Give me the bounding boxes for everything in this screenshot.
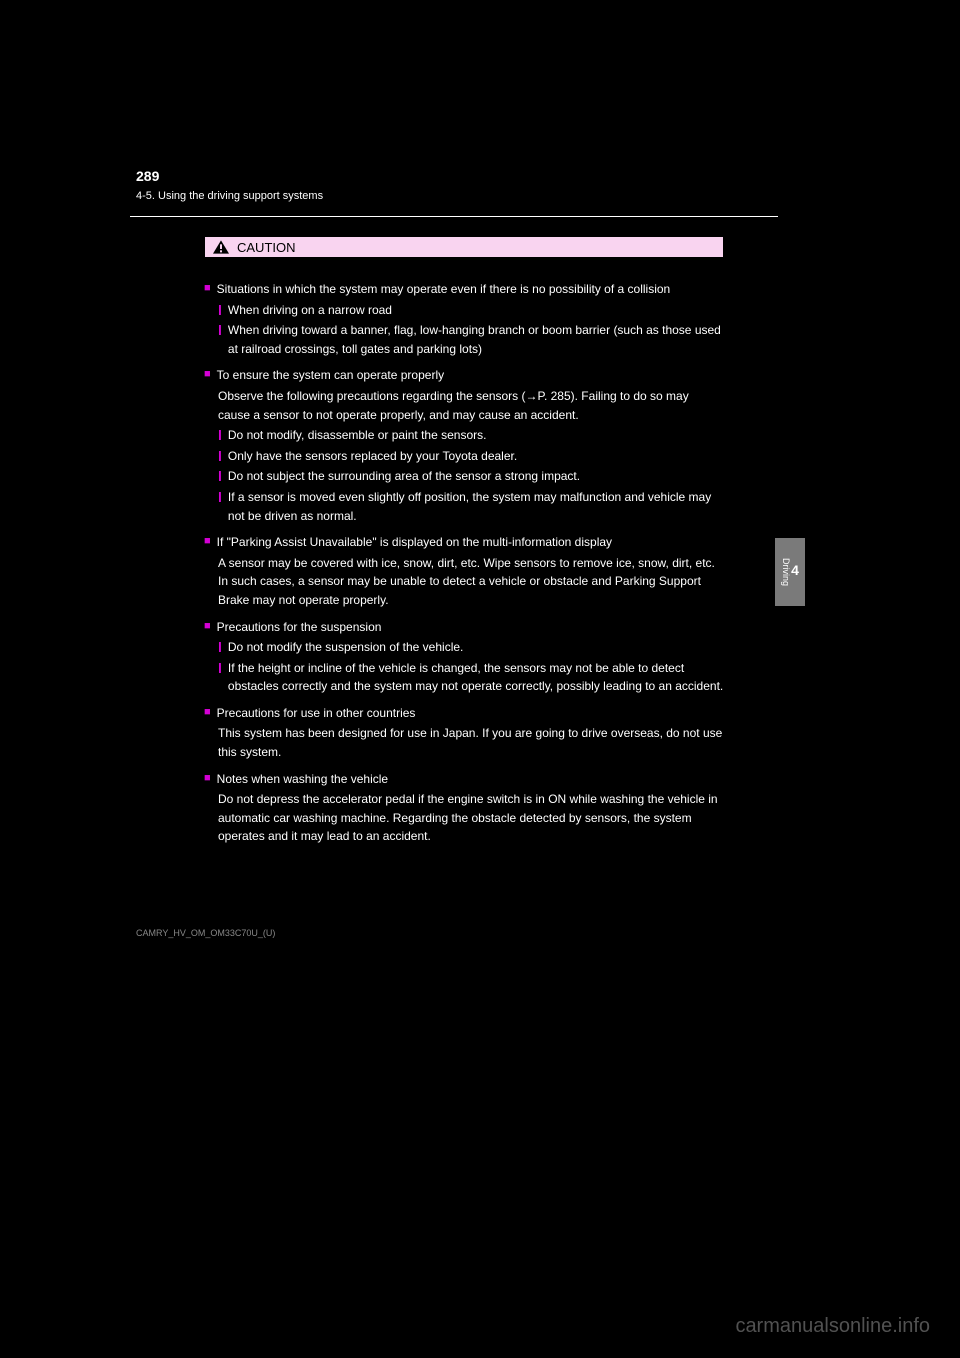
section-body: Do not depress the accelerator pedal if … [218, 790, 724, 846]
list-item: l When driving on a narrow road [218, 301, 724, 320]
dot-bullet-icon: l [218, 447, 222, 465]
list-item: l Do not modify the suspension of the ve… [218, 638, 724, 657]
list-item: l Do not subject the surrounding area of… [218, 467, 724, 486]
watermark: carmanualsonline.info [735, 1315, 930, 1338]
caution-label: CAUTION [237, 240, 296, 255]
page-number: 289 [136, 168, 159, 184]
section-heading: ■ If "Parking Assist Unavailable" is dis… [204, 533, 724, 552]
dot-bullet-icon: l [218, 659, 222, 677]
item-text: Only have the sensors replaced by your T… [228, 447, 517, 466]
item-text: When driving toward a banner, flag, low-… [228, 321, 724, 358]
chapter-label: Driving [781, 558, 791, 586]
section-title-text: To ensure the system can operate properl… [217, 366, 444, 385]
content-area: ■ Situations in which the system may ope… [204, 272, 724, 846]
square-bullet-icon: ■ [204, 280, 211, 298]
section-heading: ■ Situations in which the system may ope… [204, 280, 724, 299]
section-heading: ■ Notes when washing the vehicle [204, 770, 724, 789]
dot-bullet-icon: l [218, 467, 222, 485]
square-bullet-icon: ■ [204, 618, 211, 636]
section-heading: ■ To ensure the system can operate prope… [204, 366, 724, 385]
item-text: Do not modify, disassemble or paint the … [228, 426, 487, 445]
item-text: If the height or incline of the vehicle … [228, 659, 724, 696]
section-title-text: Precautions for use in other countries [217, 704, 416, 723]
list-item: l When driving toward a banner, flag, lo… [218, 321, 724, 358]
square-bullet-icon: ■ [204, 366, 211, 384]
dot-bullet-icon: l [218, 301, 222, 319]
section-title-text: Notes when washing the vehicle [217, 770, 388, 789]
square-bullet-icon: ■ [204, 770, 211, 788]
list-item: l If a sensor is moved even slightly off… [218, 488, 724, 525]
section-title-text: If "Parking Assist Unavailable" is displ… [217, 533, 612, 552]
square-bullet-icon: ■ [204, 704, 211, 722]
list-item: l If the height or incline of the vehicl… [218, 659, 724, 696]
chapter-tab: 4 Driving [775, 538, 805, 606]
list-item: l Only have the sensors replaced by your… [218, 447, 724, 466]
list-item: l Do not modify, disassemble or paint th… [218, 426, 724, 445]
item-text: If a sensor is moved even slightly off p… [228, 488, 724, 525]
item-text: Do not modify the suspension of the vehi… [228, 638, 463, 657]
caution-banner: CAUTION [204, 236, 724, 258]
square-bullet-icon: ■ [204, 533, 211, 551]
dot-bullet-icon: l [218, 488, 222, 506]
item-text: When driving on a narrow road [228, 301, 392, 320]
section-body: A sensor may be covered with ice, snow, … [218, 554, 724, 610]
warning-icon [213, 240, 229, 254]
section-heading: ■ Precautions for the suspension [204, 618, 724, 637]
section-heading: ■ Precautions for use in other countries [204, 704, 724, 723]
chapter-number: 4 [791, 562, 799, 578]
section-path: 4-5. Using the driving support systems [136, 190, 323, 202]
dot-bullet-icon: l [218, 426, 222, 444]
item-text: Do not subject the surrounding area of t… [228, 467, 580, 486]
header-divider [130, 216, 778, 217]
dot-bullet-icon: l [218, 321, 222, 339]
document-code: CAMRY_HV_OM_OM33C70U_(U) [136, 928, 275, 938]
section-title-text: Situations in which the system may opera… [217, 280, 671, 299]
section-body: This system has been designed for use in… [218, 724, 724, 761]
section-title-text: Precautions for the suspension [217, 618, 382, 637]
section-body: Observe the following precautions regard… [218, 387, 724, 424]
dot-bullet-icon: l [218, 638, 222, 656]
